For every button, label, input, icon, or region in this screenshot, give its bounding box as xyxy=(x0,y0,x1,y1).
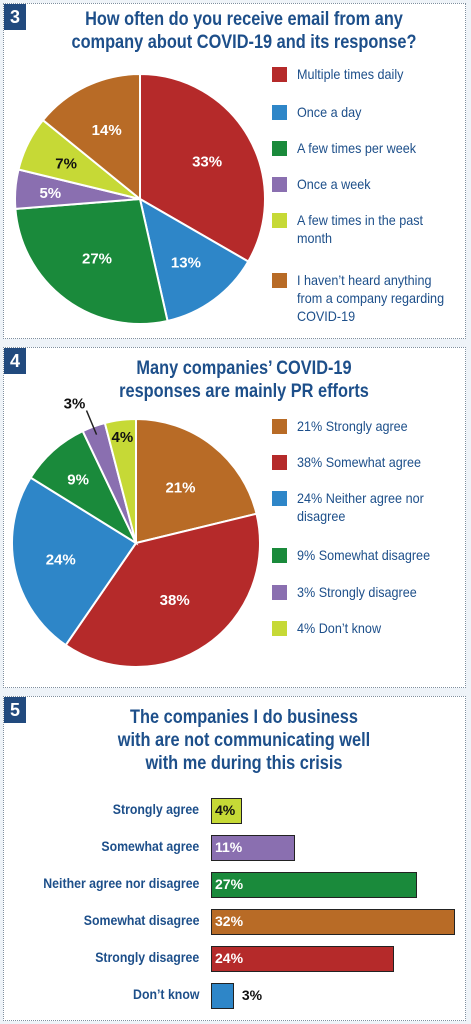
legend-swatch xyxy=(272,548,287,563)
bar-value-label: 3% xyxy=(241,987,263,1003)
bar-value-label: 27% xyxy=(215,876,244,892)
legend-swatch xyxy=(272,273,287,288)
bar-neither-agree-nor-disagree xyxy=(211,872,417,898)
bar-row: Somewhat agree 11% xyxy=(4,835,467,861)
legend-label: 38% Somewhat agree xyxy=(297,454,421,470)
legend-swatch xyxy=(272,177,287,192)
chart-title-line: company about COVID-19 and its response? xyxy=(71,32,417,53)
legend-label: 4% Don’t know xyxy=(297,620,382,636)
bar-category-label: Somewhat disagree xyxy=(83,912,199,928)
pie-value-label: 3% xyxy=(64,395,86,412)
legend-label: 3% Strongly disagree xyxy=(297,584,417,600)
bar-category-label: Neither agree nor disagree xyxy=(42,875,199,891)
chart-title-line: Many companies’ COVID-19 xyxy=(136,358,352,379)
bar-value-label: 11% xyxy=(215,839,243,855)
chart-number-badge: 4 xyxy=(4,348,26,374)
pie-value-label: 4% xyxy=(111,429,133,446)
pie-slice-once-a-day xyxy=(138,196,250,323)
chart-title-line: with are not communicating well xyxy=(117,730,371,751)
legend-swatch xyxy=(272,621,287,636)
pie-chart: 21% 38% 24% 9% 3% 4% xyxy=(11,395,261,668)
chart-title: The companies I do business with are not… xyxy=(55,706,433,775)
legend-swatch xyxy=(272,141,287,156)
legend-label: Multiple times daily xyxy=(297,66,404,82)
bar-category-label: Don’t know xyxy=(132,986,199,1002)
chart-title-line: with me during this crisis xyxy=(145,753,343,774)
legend-swatch xyxy=(272,419,287,434)
legend-label: 9% Somewhat disagree xyxy=(297,547,431,563)
pie-value-label: 27% xyxy=(82,250,112,267)
bar-row: Strongly disagree 24% xyxy=(4,946,467,972)
bar-value-label: 4% xyxy=(215,802,236,818)
legend-swatch xyxy=(272,455,287,470)
chart-title-line: The companies I do business xyxy=(130,707,358,728)
chart-title-line: How often do you receive email from any xyxy=(85,9,403,30)
bar-strongly-agree xyxy=(211,798,242,824)
bar-somewhat-disagree xyxy=(211,909,455,935)
legend-label: 24% Neither agree nor disagree xyxy=(297,490,424,524)
pie-slice-21-strongly-agree xyxy=(135,417,258,545)
pie-value-label: 24% xyxy=(46,552,76,569)
pie-slice-i-haven-t-heard-anything-from-a-company-regarding-covid-19 xyxy=(41,72,141,202)
bar-somewhat-agree xyxy=(211,835,295,861)
bar-row: Somewhat disagree 32% xyxy=(4,909,467,935)
bar-don-t-know xyxy=(211,983,234,1009)
pie-leader-line xyxy=(85,410,98,435)
chart-number-badge: 5 xyxy=(4,697,26,723)
legend-swatch xyxy=(272,67,287,82)
chart-title: Many companies’ COVID-19 responses are m… xyxy=(55,357,433,403)
pie-value-label: 38% xyxy=(160,592,190,609)
bar-strongly-disagree xyxy=(211,946,394,972)
chart-panel-3: 3 How often do you receive email from an… xyxy=(3,3,466,339)
chart-panel-5: 5 The companies I do business with are n… xyxy=(3,696,466,1021)
legend-swatch xyxy=(272,105,287,120)
legend-label: A few times per week xyxy=(297,140,417,156)
pie-slice-24-neither-agree-nor-disagree xyxy=(11,476,138,647)
legend-label: A few times in the past month xyxy=(297,212,424,246)
pie-value-label: 5% xyxy=(39,185,61,202)
bar-row: Neither agree nor disagree 27% xyxy=(4,872,467,898)
bar-category-label: Strongly agree xyxy=(112,801,199,817)
pie-value-label: 21% xyxy=(165,479,195,496)
pie-slice-multiple-times-daily xyxy=(139,72,266,263)
legend-swatch xyxy=(272,585,287,600)
pie-value-label: 14% xyxy=(92,122,122,139)
chart-panel-4: 4 Many companies’ COVID-19 responses are… xyxy=(3,347,466,688)
pie-slice-a-few-times-per-week xyxy=(14,197,169,325)
legend-label: Once a day xyxy=(297,104,362,120)
bar-category-label: Somewhat agree xyxy=(101,838,199,854)
legend-label: Once a week xyxy=(297,176,371,192)
bar-category-label: Strongly disagree xyxy=(94,949,199,965)
bar-value-label: 32% xyxy=(215,913,244,929)
pie-chart: 33% 13% 27% 5% 7% 14% xyxy=(14,72,266,325)
pie-slice-38-somewhat-agree xyxy=(64,512,261,668)
legend-label: I haven’t heard anything from a company … xyxy=(297,272,445,324)
legend-swatch xyxy=(272,213,287,228)
bar-row: Don’t know 3% xyxy=(4,983,467,1009)
pie-value-label: 13% xyxy=(171,254,201,271)
bar-value-label: 24% xyxy=(215,950,244,966)
legend-label: 21% Strongly agree xyxy=(297,418,408,434)
chart-title: How often do you receive email from any … xyxy=(55,8,433,54)
chart-title-line: responses are mainly PR efforts xyxy=(119,381,369,402)
chart-number-badge: 3 xyxy=(4,4,26,30)
pie-slice-4-don-t-know xyxy=(103,417,137,544)
legend-swatch xyxy=(272,491,287,506)
pie-value-label: 7% xyxy=(55,155,77,172)
bar-row: Strongly agree 4% xyxy=(4,798,467,824)
pie-value-label: 33% xyxy=(192,153,222,170)
pie-value-label: 9% xyxy=(67,471,89,488)
